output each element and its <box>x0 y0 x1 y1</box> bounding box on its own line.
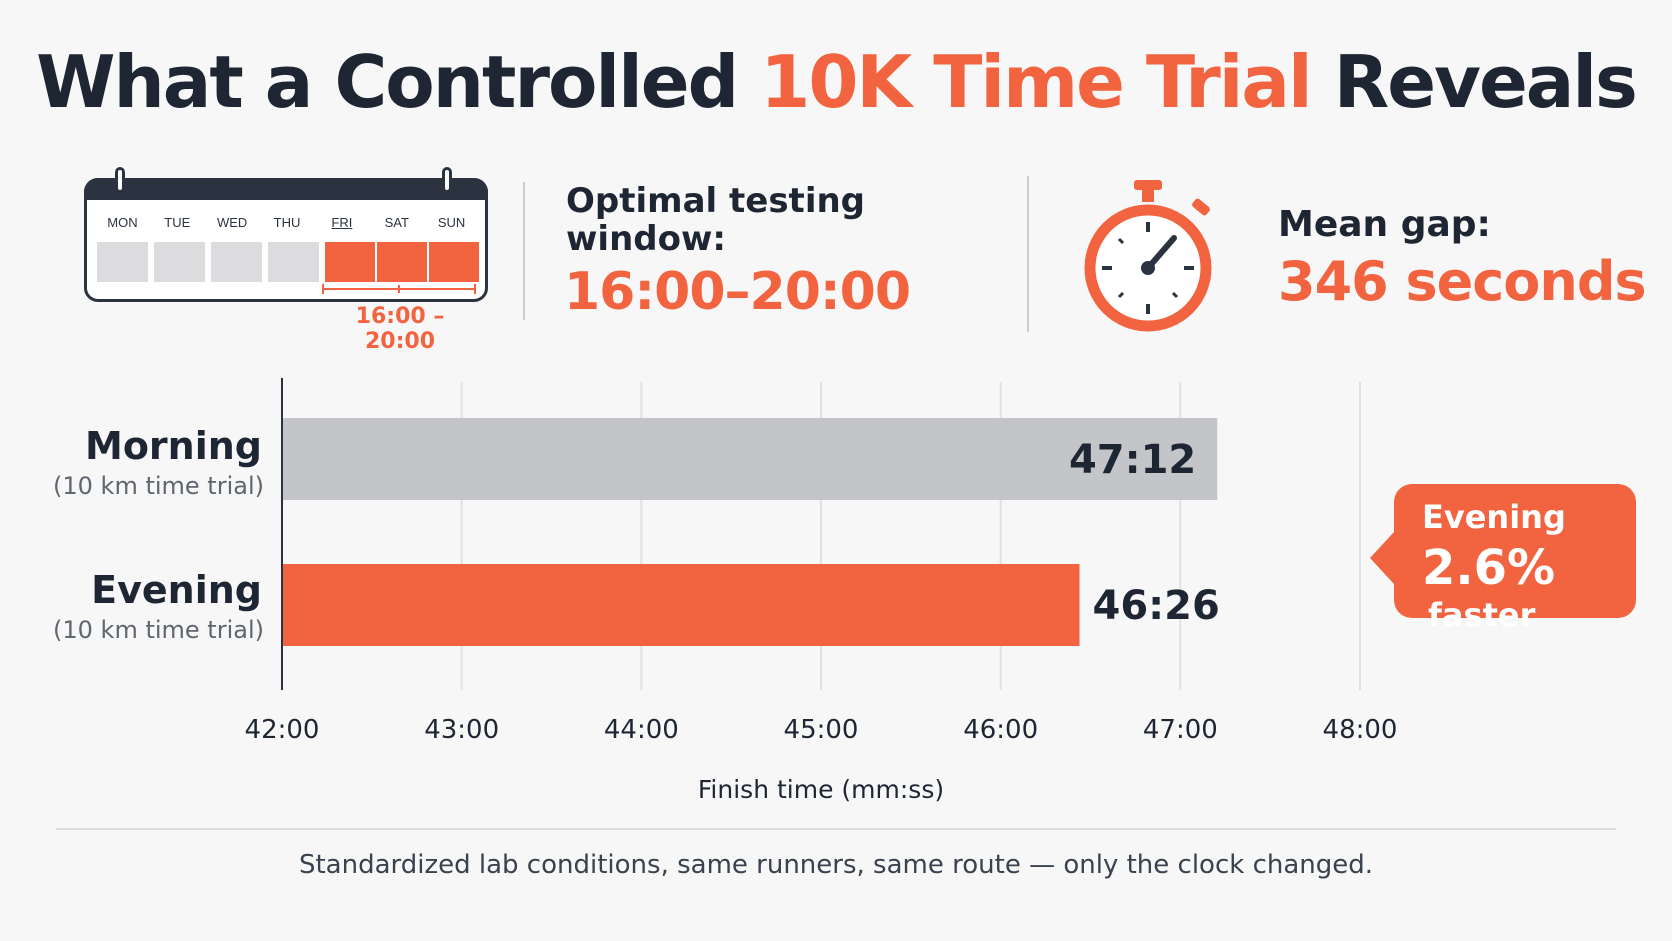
x-tick-label: 47:00 <box>1143 715 1218 745</box>
footer-divider <box>56 828 1616 830</box>
callout-line1: Evening <box>1422 498 1566 536</box>
calendar-range-label: 16:00 – 20:00 <box>355 304 445 354</box>
calendar-cell-sun <box>429 242 479 282</box>
divider-left <box>523 182 525 320</box>
bar-morning <box>283 418 1218 500</box>
x-tick-label: 46:00 <box>963 715 1038 745</box>
calendar-day-cells <box>97 242 481 282</box>
category-subtitle-evening: (10 km time trial) <box>53 616 264 644</box>
calendar-cell-tue <box>154 242 205 282</box>
calendar-cell-thu <box>268 242 319 282</box>
category-subtitle-morning: (10 km time trial) <box>53 472 264 500</box>
testing-window-label: Optimal testing window: <box>566 181 866 259</box>
stopwatch-icon <box>1084 180 1212 332</box>
calendar-cell-fri <box>325 242 375 282</box>
calendar-day-sun: SUN <box>437 215 466 230</box>
title-part2: Reveals <box>1333 40 1638 124</box>
x-tick-label: 43:00 <box>424 715 499 745</box>
page-title: What a Controlled 10K Time Trial Reveals <box>0 40 1672 124</box>
title-highlight: 10K Time Trial <box>760 40 1312 124</box>
bar-value-label-evening: 46:26 <box>1093 583 1220 629</box>
calendar-cell-wed <box>211 242 262 282</box>
calendar-day-mon: MON <box>107 215 138 230</box>
mean-gap-value: 346 seconds <box>1278 250 1647 313</box>
calendar-day-sat: SAT <box>384 215 409 230</box>
x-tick-label: 48:00 <box>1323 715 1398 745</box>
bar-value-label-morning: 47:12 <box>1069 437 1196 483</box>
divider-right <box>1027 176 1029 332</box>
bar-evening <box>283 564 1080 646</box>
calendar-ring-right <box>442 167 452 193</box>
evening-faster-callout: Evening 2.6%faster <box>1370 484 1636 634</box>
title-part1: What a Controlled <box>36 40 739 124</box>
callout-word: faster <box>1428 596 1536 634</box>
calendar-icon: MON TUE WED THU FRI SAT SUN <box>84 167 488 302</box>
footer-note: Standardized lab conditions, same runner… <box>298 850 1374 880</box>
calendar-header-bar <box>84 178 488 200</box>
calendar-day-fri: FRI <box>331 215 353 230</box>
calendar-cell-mon <box>97 242 148 282</box>
calendar-day-tue: TUE <box>164 215 191 230</box>
calendar-ring-left <box>115 167 125 193</box>
x-tick-label: 45:00 <box>784 715 859 745</box>
x-tick-label: 44:00 <box>604 715 679 745</box>
x-axis-title: Finish time (mm:ss) <box>698 775 944 804</box>
mean-gap-label: Mean gap: <box>1278 204 1491 245</box>
category-label-evening: Evening <box>91 568 262 612</box>
x-tick-label: 42:00 <box>245 715 320 745</box>
category-label-morning: Morning <box>85 424 262 468</box>
calendar-cell-sat <box>377 242 427 282</box>
calendar-range-bracket <box>322 284 476 298</box>
callout-percent: 2.6% <box>1422 540 1556 596</box>
calendar-day-thu: THU <box>273 215 301 230</box>
finish-time-bar-chart: 42:00 43:00 44:00 45:00 46:00 47:00 48:00 47:12… <box>245 378 1398 804</box>
calendar-day-labels: MON TUE WED THU FRI SAT SUN <box>95 215 479 230</box>
testing-window-value: 16:00–20:00 <box>564 262 911 322</box>
calendar-day-wed: WED <box>216 215 248 230</box>
